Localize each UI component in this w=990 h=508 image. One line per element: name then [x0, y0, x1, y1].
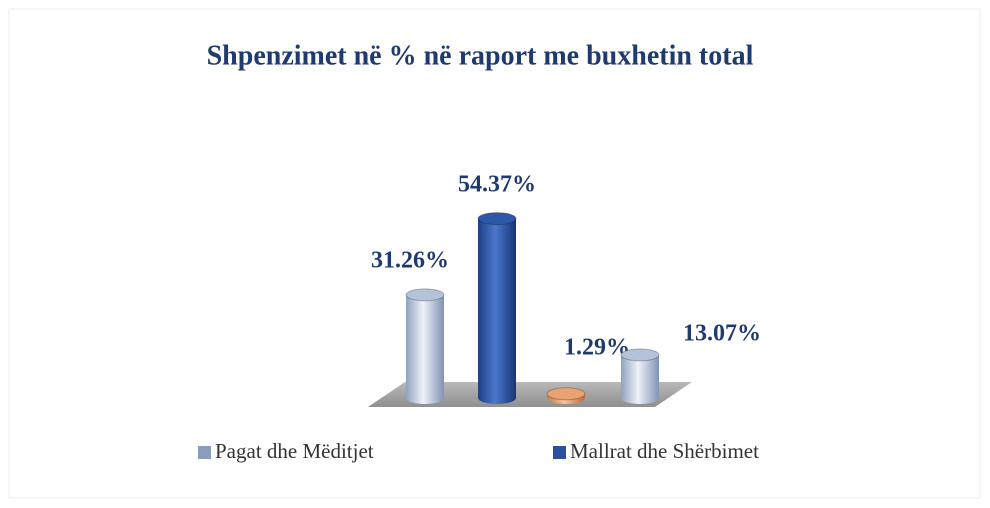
- value-label: 1.29%: [564, 335, 630, 361]
- chart-title: Shpenzimet në % në raport me buxhetin to…: [207, 40, 754, 71]
- bar: [478, 218, 516, 398]
- floor: [368, 382, 692, 407]
- bar-top: [620, 348, 660, 362]
- bar: [406, 294, 444, 398]
- legend-swatch: [198, 446, 211, 459]
- legend-swatch: [553, 446, 566, 459]
- bar-top: [477, 212, 517, 226]
- bar: [621, 354, 659, 398]
- legend-label: Mallrat dhe Shërbimet: [570, 439, 759, 463]
- chart-border: [8, 8, 981, 499]
- bar-top: [405, 288, 445, 302]
- bar-top: [546, 387, 586, 401]
- value-label: 13.07%: [683, 321, 761, 347]
- value-label: 54.37%: [458, 172, 536, 198]
- legend-label: Pagat dhe Mëditjet: [215, 439, 374, 463]
- value-label: 31.26%: [371, 248, 449, 274]
